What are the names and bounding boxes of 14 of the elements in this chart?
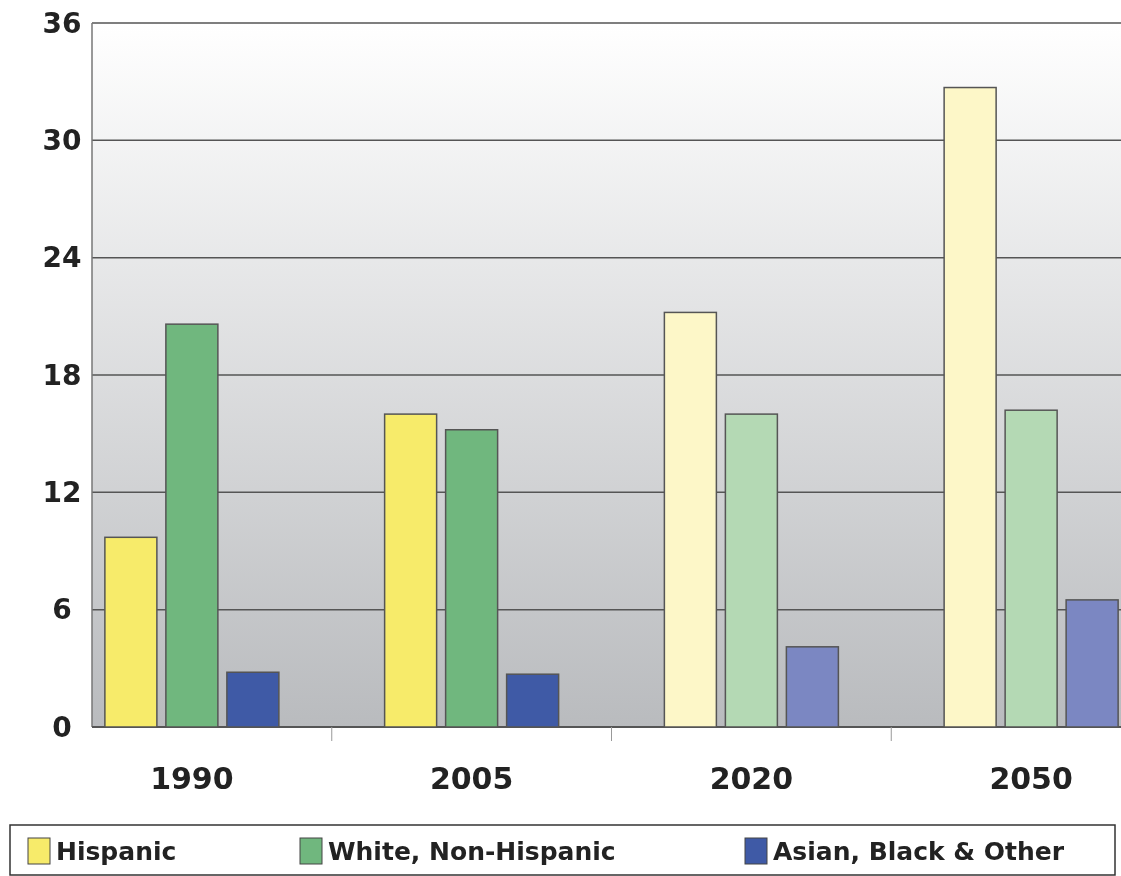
y-tick-label: 12 bbox=[42, 476, 82, 510]
x-tick-label: 2005 bbox=[429, 761, 514, 796]
y-tick-label: 18 bbox=[42, 358, 82, 392]
y-tick-label: 24 bbox=[42, 241, 82, 275]
y-tick-label: 6 bbox=[52, 593, 72, 627]
x-tick-label: 2050 bbox=[989, 761, 1073, 796]
legend-label: Asian, Black & Other bbox=[773, 836, 1065, 866]
x-tick-label: 2020 bbox=[709, 761, 794, 796]
y-tick-label: 0 bbox=[52, 710, 72, 744]
x-tick-label: 1990 bbox=[150, 761, 234, 796]
y-tick-label: 30 bbox=[42, 124, 82, 158]
legend-label: Hispanic bbox=[56, 836, 177, 866]
y-tick-label: 36 bbox=[42, 6, 82, 40]
legend-label: White, Non-Hispanic bbox=[328, 836, 616, 866]
